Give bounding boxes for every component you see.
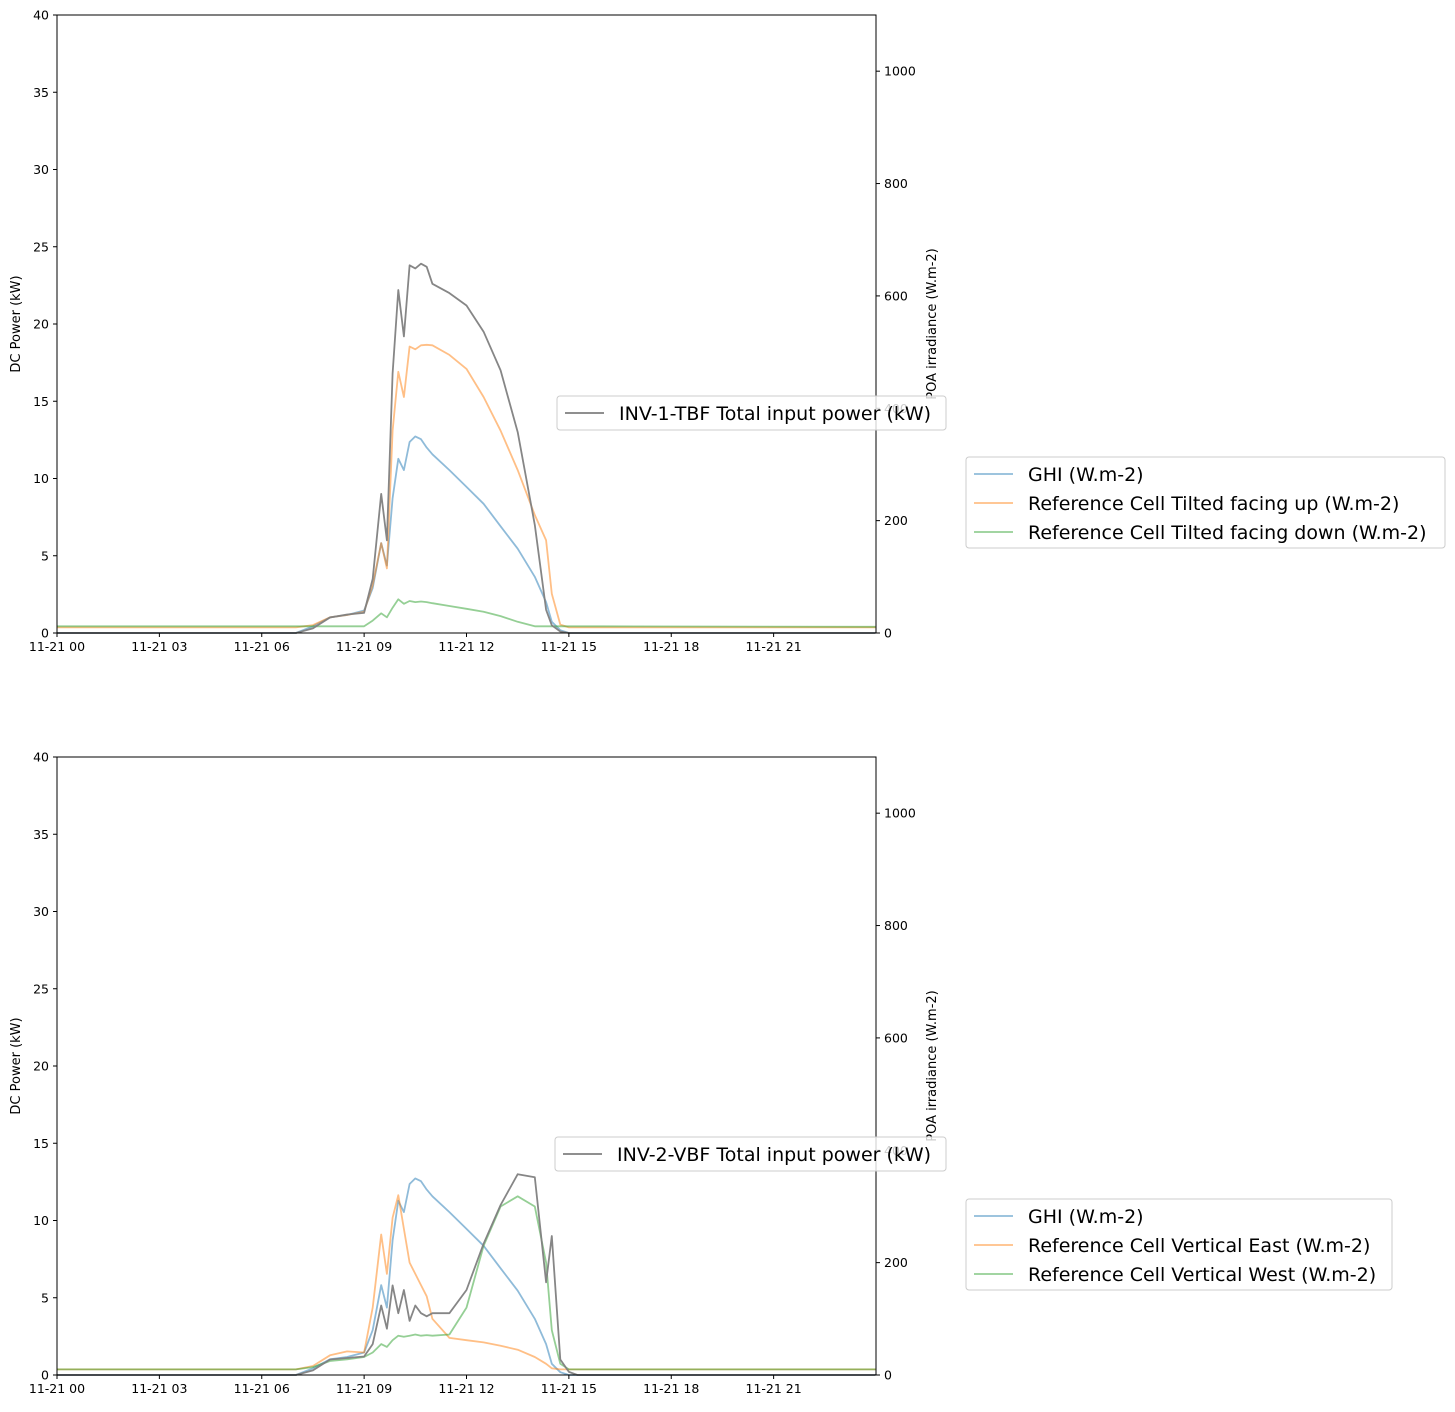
y2-tick-label: 200 — [884, 513, 908, 528]
y-tick-label: 5 — [41, 548, 49, 563]
x-tick-label: 11-21 21 — [746, 639, 802, 654]
legend-label: Reference Cell Tilted facing up (W.m-2) — [1028, 493, 1399, 515]
y-tick-label: 30 — [33, 162, 49, 177]
series-line-inverter-power — [57, 1173, 876, 1376]
legend-label: INV-1-TBF Total input power (kW) — [619, 403, 931, 425]
y-axis-label: DC Power (kW) — [9, 1017, 24, 1114]
legend-box-power — [554, 1136, 947, 1172]
legend-label: Reference Cell Vertical East (W.m-2) — [1028, 1235, 1370, 1257]
y-tick-label: 25 — [33, 239, 49, 254]
chart-panel-bottom: 11-21 00 11-21 03 11-21 06 11-21 09 11-21 12… — [9, 750, 1393, 1396]
legend-label: GHI (W.m-2) — [1028, 464, 1144, 486]
x-tick-label: 11-21 15 — [541, 639, 597, 654]
y-tick-label: 15 — [33, 1136, 49, 1151]
series-line-reference-cell-tilted-facing-up — [57, 343, 876, 629]
plot-frame — [56, 14, 877, 634]
y-tick-label: 5 — [41, 1290, 49, 1305]
legend-label: Reference Cell Tilted facing down (W.m-2… — [1028, 522, 1427, 544]
y-tick-label: 20 — [33, 317, 49, 332]
plot-frame — [56, 756, 877, 1376]
y-axis-label: DC Power (kW) — [9, 275, 24, 372]
x-tick-label: 11-21 03 — [131, 1381, 187, 1396]
x-tick-label: 11-21 03 — [131, 639, 187, 654]
y-tick-label: 10 — [33, 1213, 49, 1228]
legend-box-power — [556, 395, 947, 431]
y-tick-label: 35 — [33, 85, 49, 100]
series-line-inverter-power — [57, 262, 876, 634]
x-tick-label: 11-21 09 — [336, 1381, 392, 1396]
x-tick-label: 11-21 06 — [234, 1381, 290, 1396]
x-tick-label: 11-21 21 — [746, 1381, 802, 1396]
legend-box-irradiance — [965, 1198, 1393, 1291]
y-tick-label: 35 — [33, 827, 49, 842]
y-tick-label: 10 — [33, 471, 49, 486]
y-tick-label: 40 — [33, 750, 49, 765]
y2-axis-label: POA irradiance (W.m-2) — [925, 990, 940, 1142]
x-tick-label: 11-21 09 — [336, 639, 392, 654]
x-tick-label: 11-21 12 — [438, 1381, 494, 1396]
x-tick-label: 11-21 00 — [29, 1381, 85, 1396]
series-line-ghi — [57, 1177, 876, 1376]
series-line-reference-cell-tilted-facing-down — [57, 598, 876, 628]
y2-tick-label: 0 — [884, 626, 892, 641]
y-tick-label: 20 — [33, 1059, 49, 1074]
series-line-reference-cell-vertical-east — [57, 1194, 876, 1371]
y-tick-label: 25 — [33, 981, 49, 996]
y2-tick-label: 0 — [884, 1368, 892, 1383]
x-tick-label: 11-21 00 — [29, 639, 85, 654]
y2-tick-label: 800 — [884, 176, 908, 191]
y2-tick-label: 600 — [884, 1030, 908, 1045]
x-tick-label: 11-21 18 — [643, 1381, 699, 1396]
y-tick-label: 30 — [33, 904, 49, 919]
series-line-reference-cell-vertical-west — [57, 1195, 876, 1371]
series-line-ghi — [57, 435, 876, 634]
y-tick-label: 40 — [33, 8, 49, 23]
x-tick-label: 11-21 18 — [643, 639, 699, 654]
x-tick-label: 11-21 12 — [438, 639, 494, 654]
legend-box-irradiance — [965, 456, 1446, 549]
y-tick-label: 0 — [41, 1368, 49, 1383]
chart-panel-top: 11-21 00 11-21 03 11-21 06 11-21 09 11-21 12… — [9, 8, 1446, 654]
y2-tick-label: 800 — [884, 918, 908, 933]
y2-axis-label: POA irradiance (W.m-2) — [925, 248, 940, 400]
y2-tick-label: 600 — [884, 288, 908, 303]
y2-tick-label: 1000 — [884, 64, 916, 79]
legend-label: Reference Cell Vertical West (W.m-2) — [1028, 1264, 1376, 1286]
y-tick-label: 0 — [41, 626, 49, 641]
legend-label: GHI (W.m-2) — [1028, 1206, 1144, 1228]
y-tick-label: 15 — [33, 394, 49, 409]
x-tick-label: 11-21 15 — [541, 1381, 597, 1396]
x-tick-label: 11-21 06 — [234, 639, 290, 654]
y2-tick-label: 200 — [884, 1255, 908, 1270]
y2-tick-label: 1000 — [884, 806, 916, 821]
legend-label: INV-2-VBF Total input power (kW) — [617, 1144, 931, 1166]
